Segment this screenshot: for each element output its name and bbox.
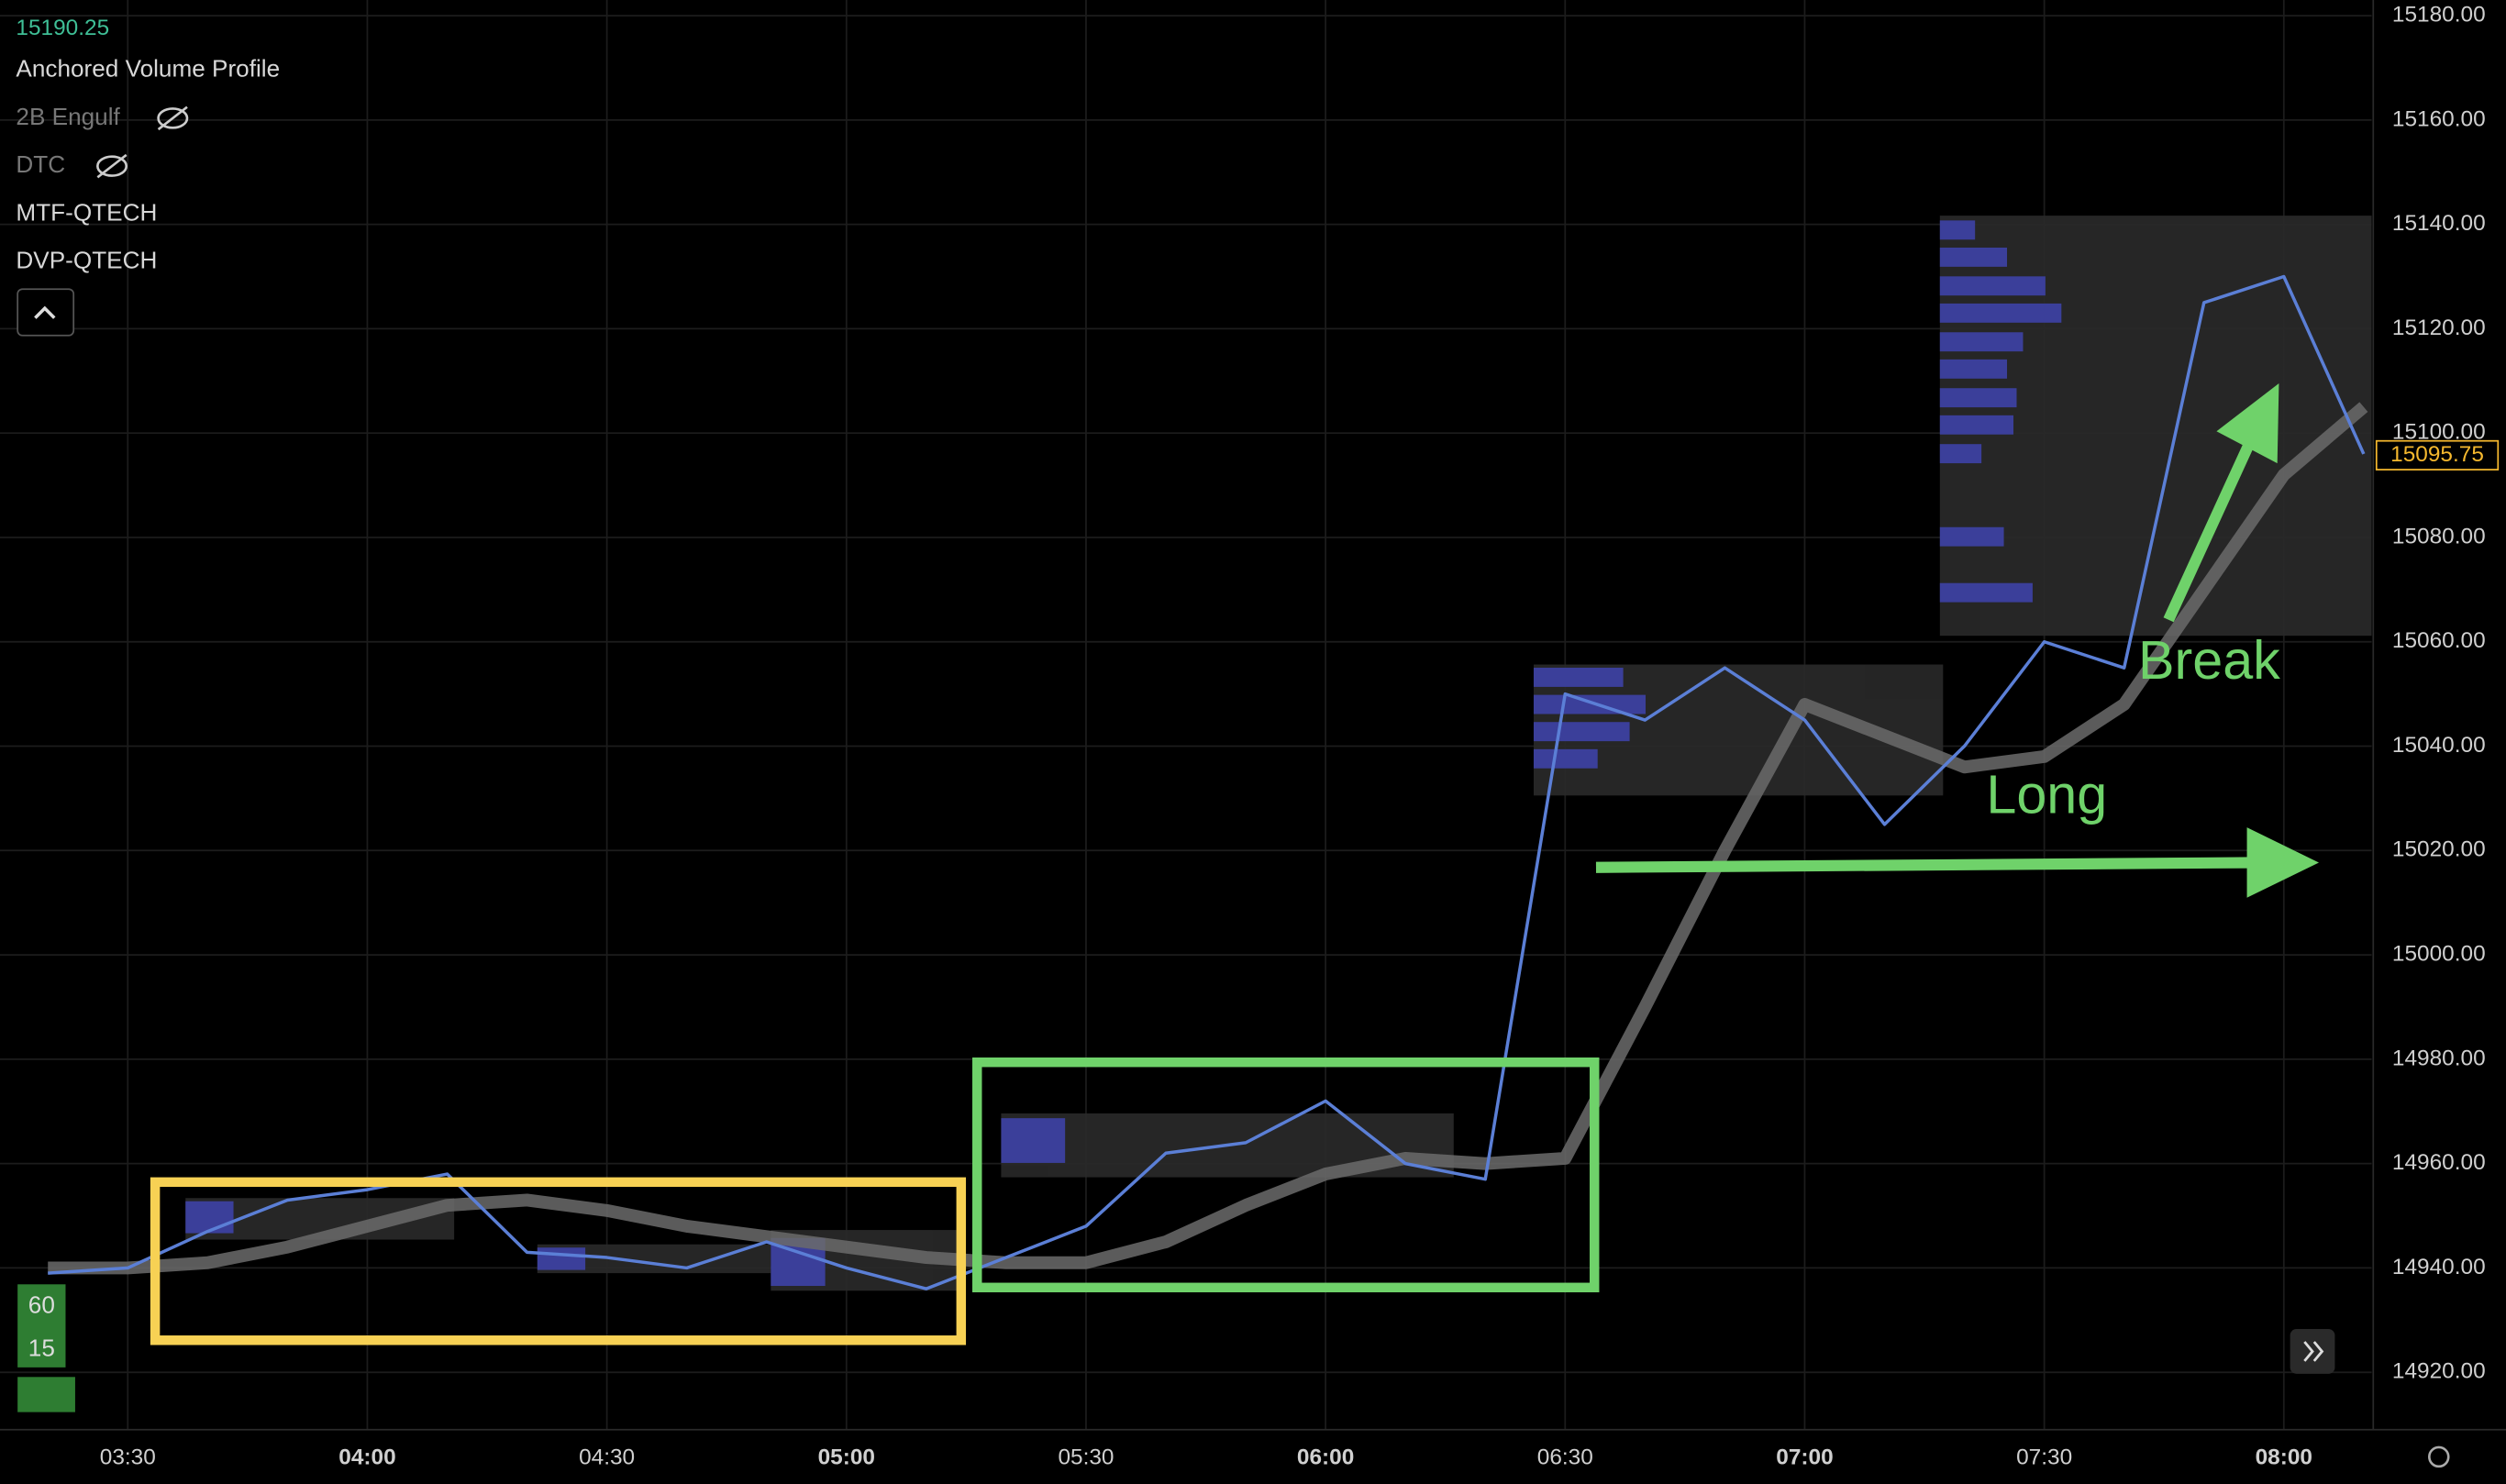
volume-bar	[1939, 582, 2033, 603]
volume-bar	[1939, 444, 1982, 464]
header-price: 15190.25	[16, 16, 109, 40]
volume-bar	[1939, 359, 2008, 379]
hidden-icon[interactable]	[96, 105, 189, 179]
x-tick-label: 03:30	[100, 1445, 156, 1470]
series-line	[48, 274, 2366, 1290]
indicator-name: Anchored Volume Profile	[16, 55, 280, 83]
x-tick-label: 06:30	[1537, 1445, 1593, 1470]
y-tick-label: 14980.00	[2392, 1046, 2486, 1070]
annotation: Long	[1986, 764, 2107, 825]
highlight-box	[972, 1057, 1600, 1293]
y-tick-label: 14940.00	[2392, 1255, 2486, 1279]
volume-bar	[1939, 276, 2046, 296]
scroll-icon	[2312, 1341, 2324, 1362]
y-tick-label: 15180.00	[2392, 3, 2486, 28]
volume-bar	[1533, 694, 1647, 714]
volume-bar	[1533, 668, 1624, 687]
y-tick-label: 15040.00	[2392, 733, 2486, 758]
settings-button[interactable]	[2428, 1445, 2450, 1468]
arrow-head	[2246, 827, 2320, 898]
y-tick-label: 15120.00	[2392, 316, 2486, 340]
x-tick-label: 04:00	[338, 1445, 395, 1470]
x-tick-label: 08:00	[2256, 1445, 2312, 1470]
x-tick-label: 07:00	[1776, 1445, 1833, 1470]
collapse-icon	[34, 305, 56, 319]
volume-bar	[1533, 748, 1598, 769]
arrow	[2163, 428, 2260, 623]
y-tick-label: 14920.00	[2392, 1359, 2486, 1384]
volume-bar	[1533, 722, 1630, 742]
interval-badge: 60	[28, 1291, 55, 1319]
y-tick-label: 15160.00	[2392, 106, 2486, 131]
series	[48, 274, 2368, 1290]
logo	[17, 1377, 75, 1412]
collapse-button[interactable]	[17, 288, 75, 337]
volume-bar	[537, 1247, 586, 1270]
annotation: Break	[2138, 629, 2280, 691]
y-tick-label: 15000.00	[2392, 942, 2486, 967]
x-tick-label: 06:00	[1297, 1445, 1354, 1470]
scroll-icon	[2303, 1341, 2314, 1362]
last-price: 15095.75	[2390, 442, 2484, 467]
indicator-name: 2B Engulf	[16, 103, 120, 130]
y-tick-label: 15140.00	[2392, 211, 2486, 236]
volume-bar	[1939, 220, 1976, 240]
volume-bars	[185, 220, 2062, 1287]
volume-bar	[1939, 415, 2014, 435]
volume-bar	[1939, 526, 2004, 547]
volume-bar	[1939, 388, 2017, 408]
volume-bar	[1939, 247, 2008, 267]
highlight-box	[150, 1177, 967, 1346]
last-price-box	[2375, 439, 2500, 471]
indicator-name: MTF-QTECH	[16, 198, 157, 226]
volume-bar	[1939, 303, 2062, 323]
interval-badge: 15	[28, 1334, 55, 1362]
x-tick-label: 05:00	[818, 1445, 875, 1470]
y-tick-label: 15020.00	[2392, 837, 2486, 862]
volume-bar	[1939, 332, 2024, 352]
arrow	[1595, 857, 2256, 873]
x-tick-label: 05:30	[1058, 1445, 1114, 1470]
volume-bar	[1001, 1118, 1066, 1163]
y-tick-label: 14960.00	[2392, 1150, 2486, 1175]
indicator-name: DTC	[16, 150, 65, 178]
volume-bar	[185, 1201, 234, 1234]
badge	[17, 1284, 66, 1368]
arrow-head	[2216, 382, 2279, 464]
x-tick-label: 07:30	[2016, 1445, 2072, 1470]
indicator-name: DVP-QTECH	[16, 247, 157, 274]
y-tick-label: 15060.00	[2392, 628, 2486, 653]
series-line	[48, 402, 2368, 1275]
x-tick-label: 04:30	[579, 1445, 635, 1470]
y-tick-label: 15080.00	[2392, 524, 2486, 548]
